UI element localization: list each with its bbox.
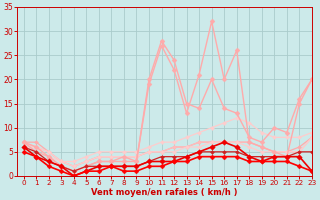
X-axis label: Vent moyen/en rafales ( km/h ): Vent moyen/en rafales ( km/h ) (92, 188, 238, 197)
